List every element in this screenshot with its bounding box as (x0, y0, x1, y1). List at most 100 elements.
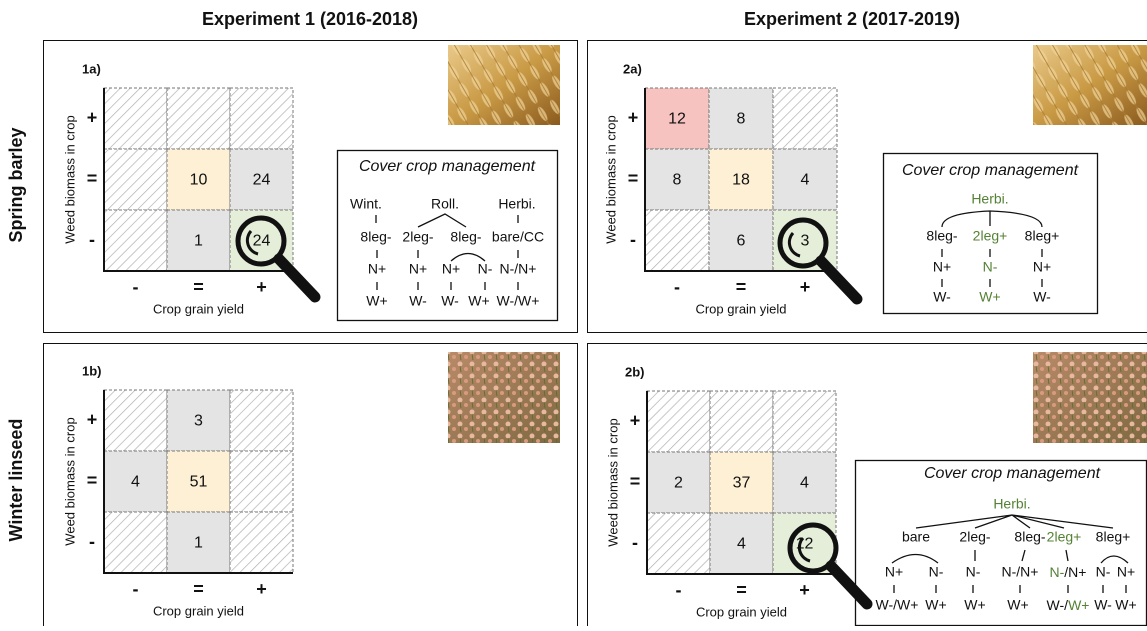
x-tick-label: + (256, 579, 267, 599)
cell (710, 391, 773, 452)
cell (230, 451, 293, 512)
tree-node-part: N- (1050, 564, 1065, 580)
tree-node: 8leg- (1014, 529, 1045, 545)
tree-node: 2leg+ (973, 228, 1008, 244)
cell (104, 88, 167, 149)
tree-node: Roll. (431, 196, 459, 212)
tree-node: 8leg+ (1096, 529, 1131, 545)
x-tick-label: + (800, 277, 811, 297)
tree-node: W+ (964, 597, 985, 613)
y-tick-label: - (89, 531, 95, 551)
tree-node: W- (933, 289, 951, 305)
tree-node: N- (966, 564, 981, 580)
tree-node: Herbi. (971, 191, 1008, 207)
tree-node: N+ (933, 259, 951, 275)
tree-node: N+ (368, 261, 386, 277)
cell (773, 391, 836, 452)
cell (230, 390, 293, 451)
tree-node: N+ (1117, 564, 1135, 580)
tree-node: N-/N+ (1050, 564, 1087, 580)
management-title: Cover crop management (359, 158, 536, 175)
tree-node: 8leg+ (1025, 228, 1060, 244)
tree-node: 8leg- (926, 228, 957, 244)
cell-value: 24 (253, 233, 271, 250)
tree-node: W+ (925, 597, 946, 613)
cell (230, 512, 293, 573)
tree-node: W-/W+ (497, 293, 540, 309)
y-tick-label: = (630, 471, 641, 491)
tree-node: W- (1094, 597, 1112, 613)
cell-value: 4 (131, 474, 140, 491)
tree-node: N-/N+ (1002, 564, 1039, 580)
x-tick-label: = (736, 580, 747, 600)
cell-value: 3 (801, 233, 810, 250)
cell (647, 391, 710, 452)
tree-node: 2leg+ (1047, 529, 1082, 545)
y-tick-label: + (628, 107, 639, 127)
tree-node: Wint. (350, 196, 382, 212)
tree-node: W- (409, 293, 427, 309)
tree-node: Herbi. (498, 196, 535, 212)
cell-value: 4 (801, 172, 810, 189)
cell (104, 512, 167, 573)
tree-node: bare/CC (492, 229, 544, 245)
tree-node: bare (902, 529, 930, 545)
y-tick-label: + (630, 410, 641, 430)
cell-value: 1 (194, 233, 203, 250)
tree-node: N+ (442, 261, 460, 277)
figure: Experiment 1 (2016-2018) Experiment 2 (2… (0, 0, 1147, 626)
tree-node: W+ (1115, 597, 1136, 613)
cell-value: 37 (733, 475, 751, 492)
x-axis-label: Crop grain yield (696, 604, 787, 619)
y-tick-label: = (87, 168, 98, 188)
y-tick-label: + (87, 409, 98, 429)
tree-node: N-/N+ (500, 261, 537, 277)
y-axis-label: Weed biomass in crop (603, 115, 618, 243)
x-axis-label: Crop grain yield (695, 301, 786, 316)
tree-node: N- (478, 261, 493, 277)
tree-node-part: W+ (1068, 597, 1089, 613)
y-tick-label: - (630, 229, 636, 249)
tree-node: N+ (1033, 259, 1051, 275)
x-tick-label: - (674, 277, 680, 297)
cell (647, 513, 710, 574)
x-tick-label: = (736, 277, 747, 297)
panel-label: 1a) (82, 61, 101, 76)
x-tick-label: - (133, 277, 139, 297)
tree-node-part: W-/ (1047, 597, 1069, 613)
y-tick-label: = (628, 168, 639, 188)
y-axis-label: Weed biomass in crop (62, 115, 77, 243)
tree-node: W-/W+ (1047, 597, 1090, 613)
tree-node: W+ (366, 293, 387, 309)
y-tick-label: - (89, 229, 95, 249)
x-axis-label: Crop grain yield (153, 603, 244, 618)
y-axis-label: Weed biomass in crop (62, 417, 77, 545)
tree-node: N+ (409, 261, 427, 277)
tree-node: 8leg- (450, 229, 481, 245)
tree-node: N- (983, 259, 998, 275)
x-tick-label: - (133, 579, 139, 599)
tree-node: Herbi. (993, 496, 1030, 512)
x-tick-label: = (193, 579, 204, 599)
tree-node: N+ (885, 564, 903, 580)
cell (167, 88, 230, 149)
cell-value: 3 (194, 413, 203, 430)
y-axis-label: Weed biomass in crop (605, 418, 620, 546)
cell-value: 4 (800, 475, 809, 492)
cell-value: 6 (737, 233, 746, 250)
cell-value: 10 (190, 172, 208, 189)
cell (104, 390, 167, 451)
cell (773, 88, 837, 149)
cell (645, 210, 709, 271)
management-title: Cover crop management (924, 465, 1101, 482)
tree-node: W- (441, 293, 459, 309)
panel-label: 2b) (625, 364, 645, 379)
cell-value: 12 (668, 111, 686, 128)
cell (104, 149, 167, 210)
x-tick-label: + (256, 277, 267, 297)
cell-value: 8 (737, 111, 746, 128)
cell-value: 8 (673, 172, 682, 189)
y-tick-label: - (632, 532, 638, 552)
tree-node-part: /N+ (1064, 564, 1086, 580)
